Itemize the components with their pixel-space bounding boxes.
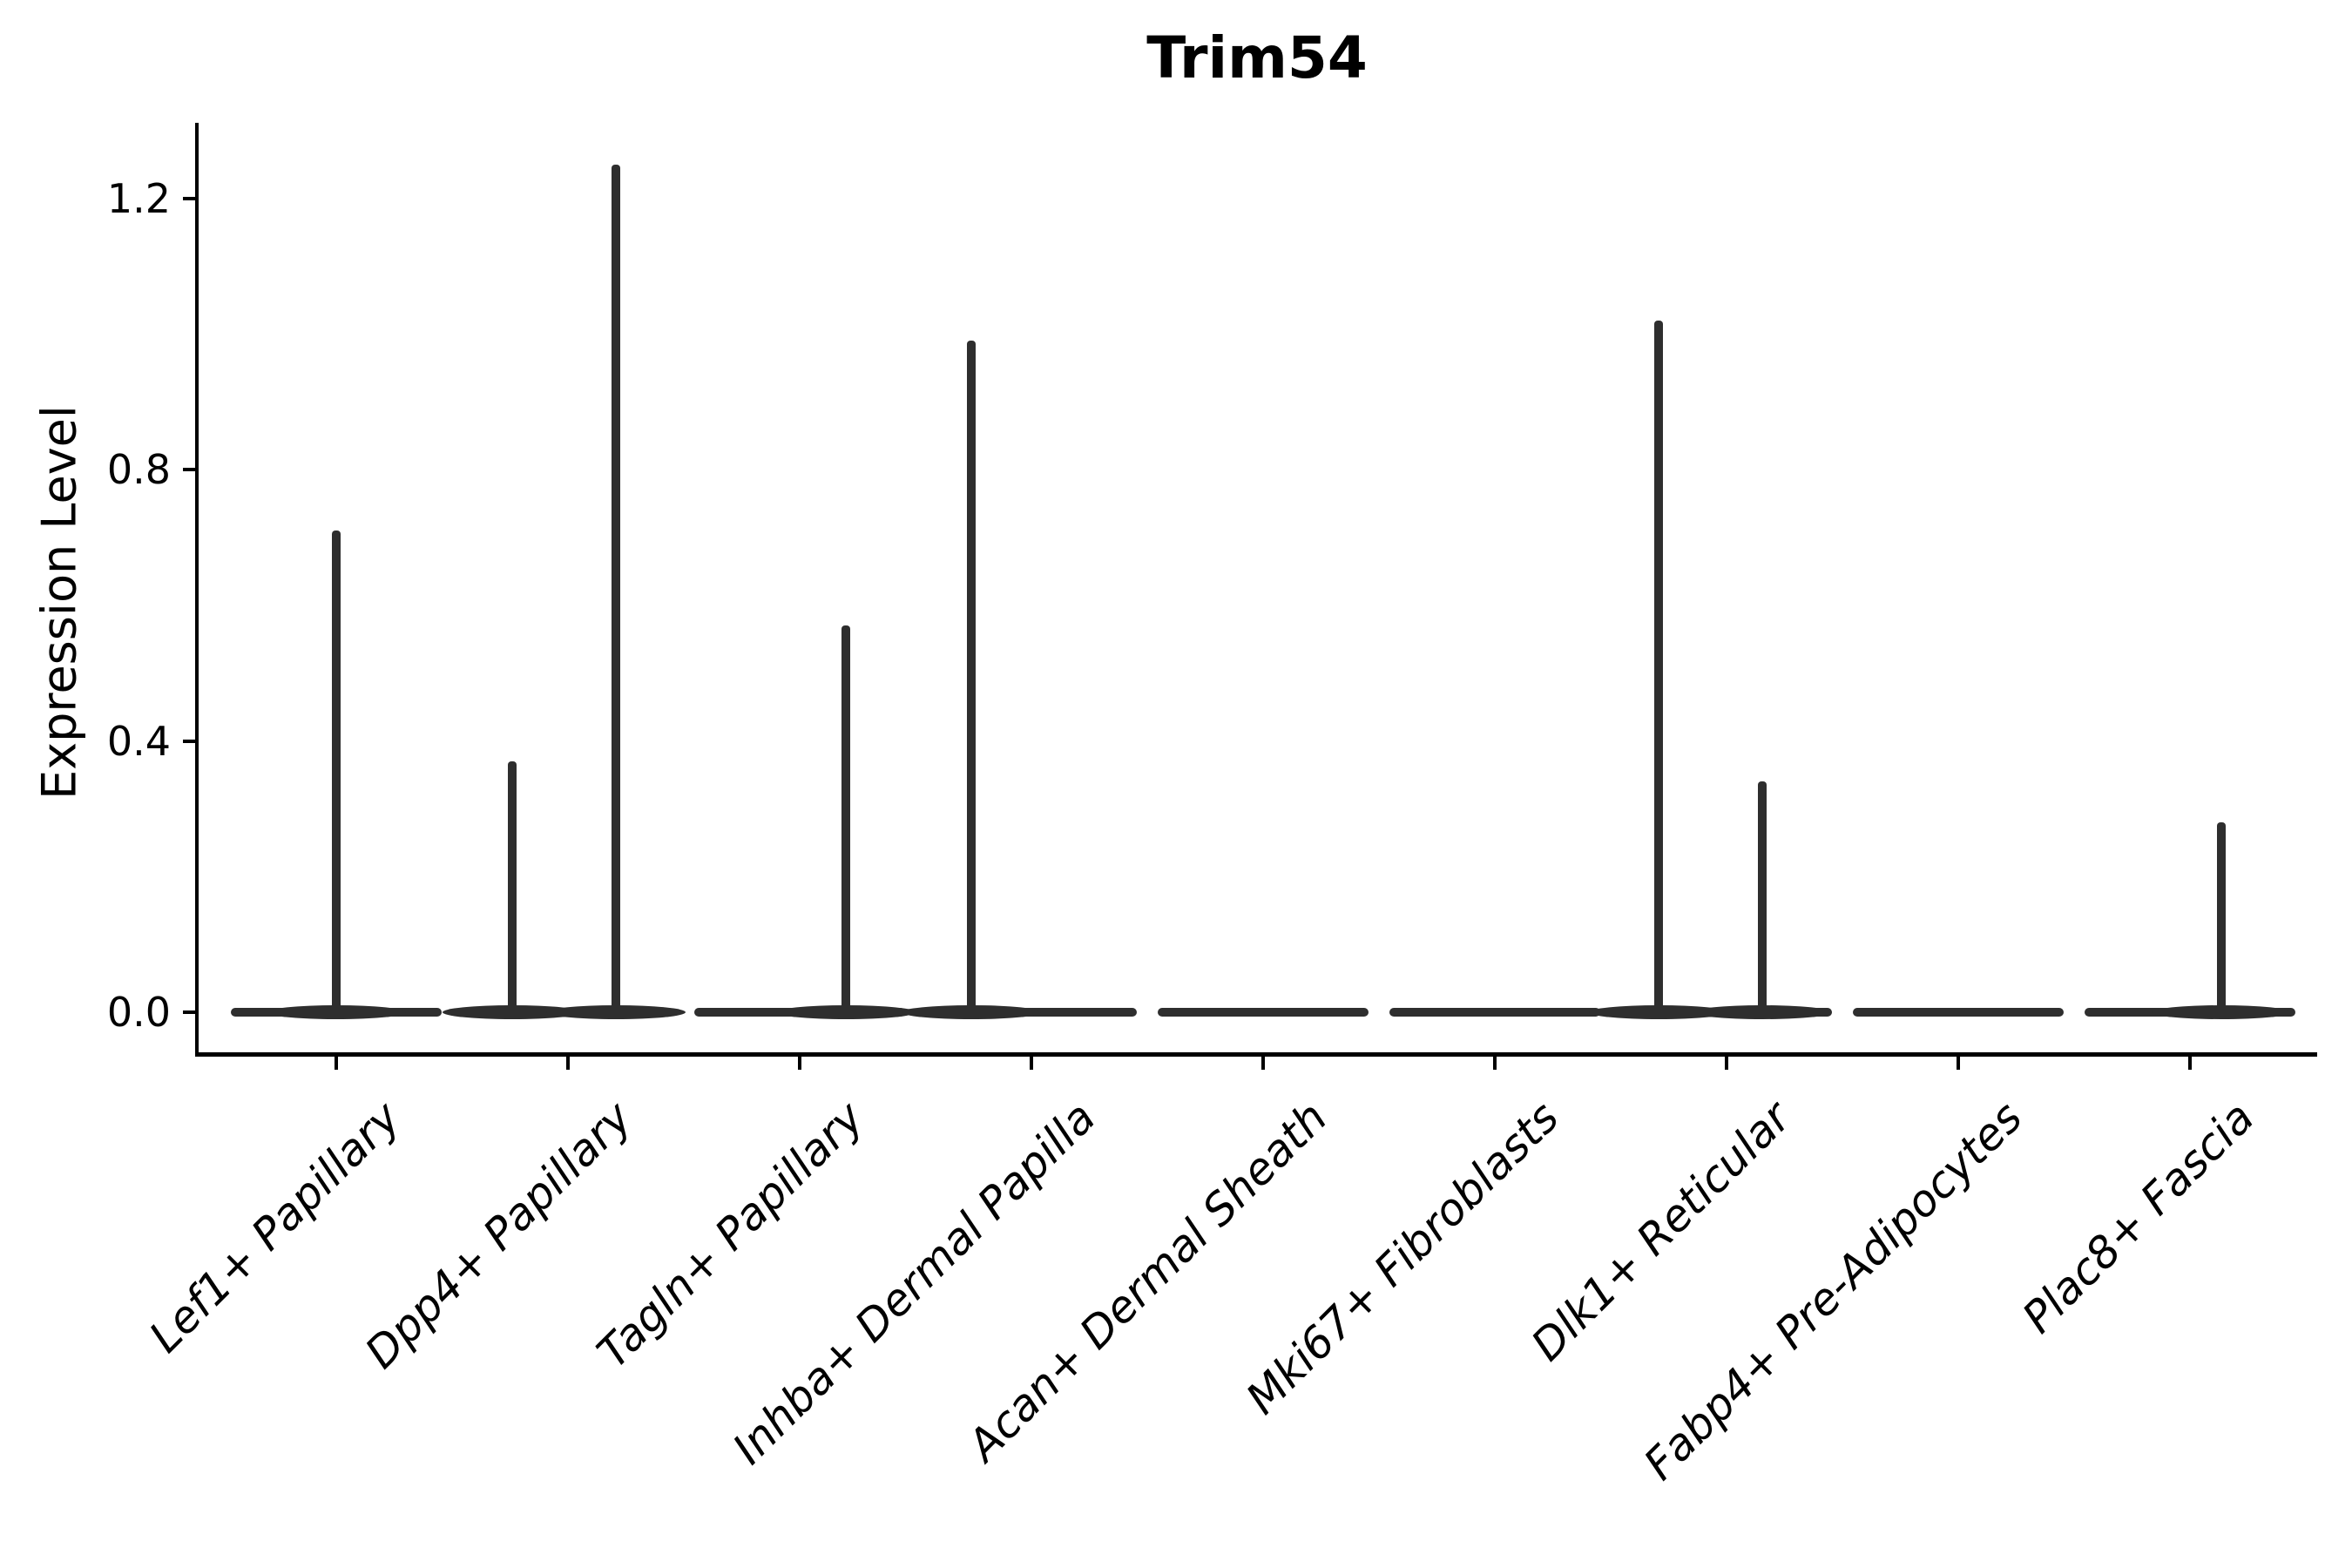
y-tick-label: 1.2: [106, 175, 171, 223]
y-tick-mark: [183, 739, 197, 743]
y-tick-mark: [183, 1010, 197, 1014]
violin-body: [1158, 1008, 1369, 1017]
violin-spike: [332, 531, 341, 1017]
x-tick-label: Mki67+ Fibroblasts: [1236, 1092, 1569, 1424]
x-tick-label: Plac8+ Fascia: [2012, 1092, 2264, 1343]
x-tick-mark: [1725, 1054, 1728, 1070]
violin-spike: [1758, 781, 1767, 1017]
y-tick-mark: [183, 197, 197, 201]
x-tick-mark: [798, 1054, 801, 1070]
y-tick-label: 0.8: [106, 446, 171, 494]
x-tick-label: Tagln+ Papillary: [587, 1092, 874, 1378]
y-tick-mark: [183, 468, 197, 472]
x-tick-mark: [2188, 1054, 2192, 1070]
violin-spike: [2217, 822, 2226, 1017]
y-tick-label: 0.4: [106, 717, 171, 765]
x-tick-label: Acan+ Dermal Sheath: [957, 1092, 1337, 1471]
violin-body: [1389, 1008, 1600, 1017]
x-tick-mark: [566, 1054, 570, 1070]
y-axis-spine: [195, 123, 199, 1054]
x-axis-spine: [195, 1052, 2317, 1057]
violin-spike: [612, 165, 620, 1017]
x-tick-mark: [1261, 1054, 1265, 1070]
x-tick-mark: [1957, 1054, 1960, 1070]
x-tick-label: Fabp4+ Pre-Adipocytes: [1634, 1092, 2032, 1490]
x-tick-mark: [1493, 1054, 1497, 1070]
x-tick-label: Dlk1+ Reticular: [1521, 1092, 1801, 1371]
violin-spike: [508, 761, 517, 1017]
violin-body: [1853, 1008, 2064, 1017]
x-tick-mark: [335, 1054, 338, 1070]
x-tick-label: Dpp4+ Papillary: [355, 1092, 642, 1379]
chart-title: Trim54: [1146, 24, 1368, 91]
violin-spike: [967, 341, 976, 1017]
violin-spike: [1654, 321, 1663, 1017]
y-tick-label: 0.0: [106, 989, 171, 1036]
x-tick-label: Inhba+ Dermal Papilla: [723, 1092, 1105, 1475]
x-tick-mark: [1030, 1054, 1033, 1070]
violin-spike: [841, 625, 850, 1017]
